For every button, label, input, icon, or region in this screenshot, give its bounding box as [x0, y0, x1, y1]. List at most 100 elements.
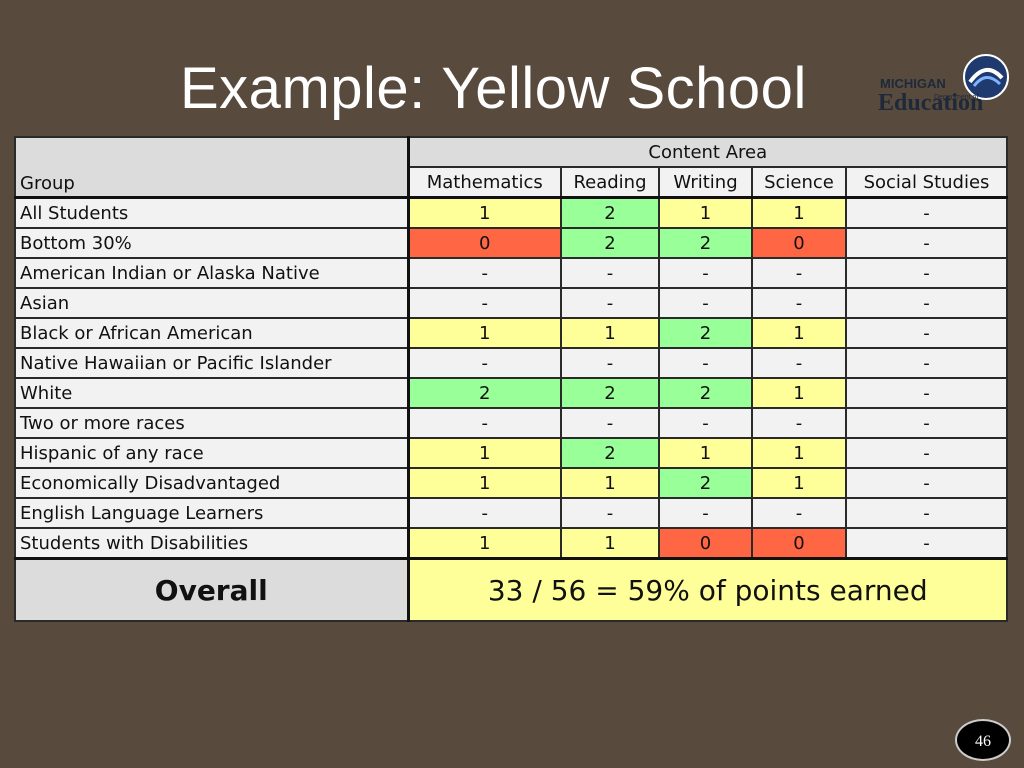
column-header-science: Science [751, 166, 847, 199]
logo-emblem-icon [963, 54, 1009, 100]
cell-science: - [751, 347, 847, 379]
column-header-writing: Writing [658, 166, 753, 199]
overall-value: 33 / 56 = 59% of points earned [406, 557, 1009, 622]
cell-reading: 2 [560, 196, 660, 229]
row-group-label: Students with Disabilities [14, 527, 409, 560]
cell-mathematics: - [406, 287, 562, 319]
cell-writing: 2 [658, 467, 753, 499]
table-row: Black or African American 1 1 2 1- [14, 317, 1009, 349]
page-number-badge: 46 [955, 719, 1011, 761]
row-group-label: Asian [14, 287, 409, 319]
table-row: White 2 2 2 1- [14, 377, 1009, 409]
cell-science: 1 [751, 196, 847, 229]
table-row: Bottom 30% 0 2 2 0- [14, 227, 1009, 259]
cell-science: 1 [751, 377, 847, 409]
header-row-1: Group Content Area [14, 136, 1009, 199]
group-column-header: Group [14, 136, 409, 199]
column-header-reading: Reading [560, 166, 660, 199]
row-group-label: Hispanic of any race [14, 437, 409, 469]
cell-social-studies: - [844, 527, 1009, 560]
logo-education-text: Education [878, 90, 984, 116]
accountability-table: Group Content Area Mathematics Reading W… [14, 136, 1009, 622]
cell-science: - [751, 257, 847, 289]
cell-writing: - [658, 257, 753, 289]
slide-title: Example: Yellow School [180, 56, 807, 121]
cell-social-studies: - [844, 377, 1009, 409]
cell-writing: - [658, 347, 753, 379]
cell-social-studies: - [844, 227, 1009, 259]
cell-mathematics: 1 [406, 196, 562, 229]
row-group-label: Black or African American [14, 317, 409, 349]
cell-writing: - [658, 407, 753, 439]
header-row-2: Mathematics Reading Writing Science Soci… [15, 166, 1009, 199]
cell-science: 1 [751, 437, 847, 469]
cell-social-studies: - [844, 347, 1009, 379]
cell-social-studies: - [844, 407, 1009, 439]
table-row: Two or more races - - - - - [14, 407, 1009, 439]
cell-mathematics: 1 [406, 527, 562, 560]
row-group-label: White [14, 377, 409, 409]
cell-social-studies: - [844, 467, 1009, 499]
cell-mathematics: 0 [406, 227, 562, 259]
row-group-label: Economically Disadvantaged [14, 467, 409, 499]
cell-mathematics: - [406, 407, 562, 439]
row-group-label: Bottom 30% [14, 227, 409, 259]
cell-science: - [751, 497, 847, 529]
row-group-label: American Indian or Alaska Native [14, 257, 409, 289]
cell-writing: 0 [658, 527, 753, 560]
cell-mathematics: 2 [406, 377, 562, 409]
cell-social-studies: - [844, 317, 1009, 349]
cell-science: 1 [751, 317, 847, 349]
table-row: Native Hawaiian or Pacific Islander - - - - - [14, 347, 1009, 379]
cell-writing: 2 [658, 227, 753, 259]
cell-science: 1 [751, 467, 847, 499]
row-group-label: English Language Learners [14, 497, 409, 529]
cell-reading: 1 [560, 467, 660, 499]
cell-writing: - [658, 497, 753, 529]
table-row: English Language Learners - - - - - [14, 497, 1009, 529]
cell-mathematics: 1 [406, 317, 562, 349]
cell-social-studies: - [844, 287, 1009, 319]
column-header-mathematics: Mathematics [406, 166, 562, 199]
content-area-header: Content Area [406, 136, 1009, 168]
overall-label: Overall [14, 557, 409, 622]
cell-science: - [751, 407, 847, 439]
table-row: American Indian or Alaska Native - - - - - [14, 257, 1009, 289]
cell-writing: 1 [658, 196, 753, 229]
cell-reading: 2 [560, 437, 660, 469]
cell-social-studies: - [844, 196, 1009, 229]
cell-mathematics: - [406, 497, 562, 529]
cell-reading: 1 [560, 317, 660, 349]
cell-reading: 2 [560, 377, 660, 409]
cell-reading: 1 [560, 527, 660, 560]
cell-mathematics: - [406, 347, 562, 379]
cell-reading: - [560, 287, 660, 319]
cell-science: - [751, 287, 847, 319]
table-row: All Students 1 2 1 1- [14, 196, 1009, 229]
logo-department-text: Department of [934, 94, 979, 101]
cell-social-studies: - [844, 497, 1009, 529]
michigan-education-logo: MICHIGAN Department of Education [876, 52, 1016, 120]
row-group-label: Native Hawaiian or Pacific Islander [14, 347, 409, 379]
cell-science: 0 [751, 227, 847, 259]
cell-writing: 2 [658, 317, 753, 349]
cell-writing: 1 [658, 437, 753, 469]
table-row: Students with Disabilities 1 1 0 0- [14, 527, 1009, 560]
cell-mathematics: 1 [406, 467, 562, 499]
cell-mathematics: - [406, 257, 562, 289]
cell-writing: 2 [658, 377, 753, 409]
row-group-label: All Students [14, 196, 409, 229]
cell-reading: - [560, 497, 660, 529]
table-row: Asian - - - - - [14, 287, 1009, 319]
cell-writing: - [658, 287, 753, 319]
row-group-label: Two or more races [14, 407, 409, 439]
cell-mathematics: 1 [406, 437, 562, 469]
column-header-social-studies: Social Studies [844, 166, 1009, 199]
cell-reading: - [560, 407, 660, 439]
cell-science: 0 [751, 527, 847, 560]
overall-row: Overall 33 / 56 = 59% of points earned [14, 557, 1009, 622]
cell-reading: 2 [560, 227, 660, 259]
cell-reading: - [560, 347, 660, 379]
cell-social-studies: - [844, 257, 1009, 289]
logo-michigan-text: MICHIGAN [880, 76, 946, 91]
